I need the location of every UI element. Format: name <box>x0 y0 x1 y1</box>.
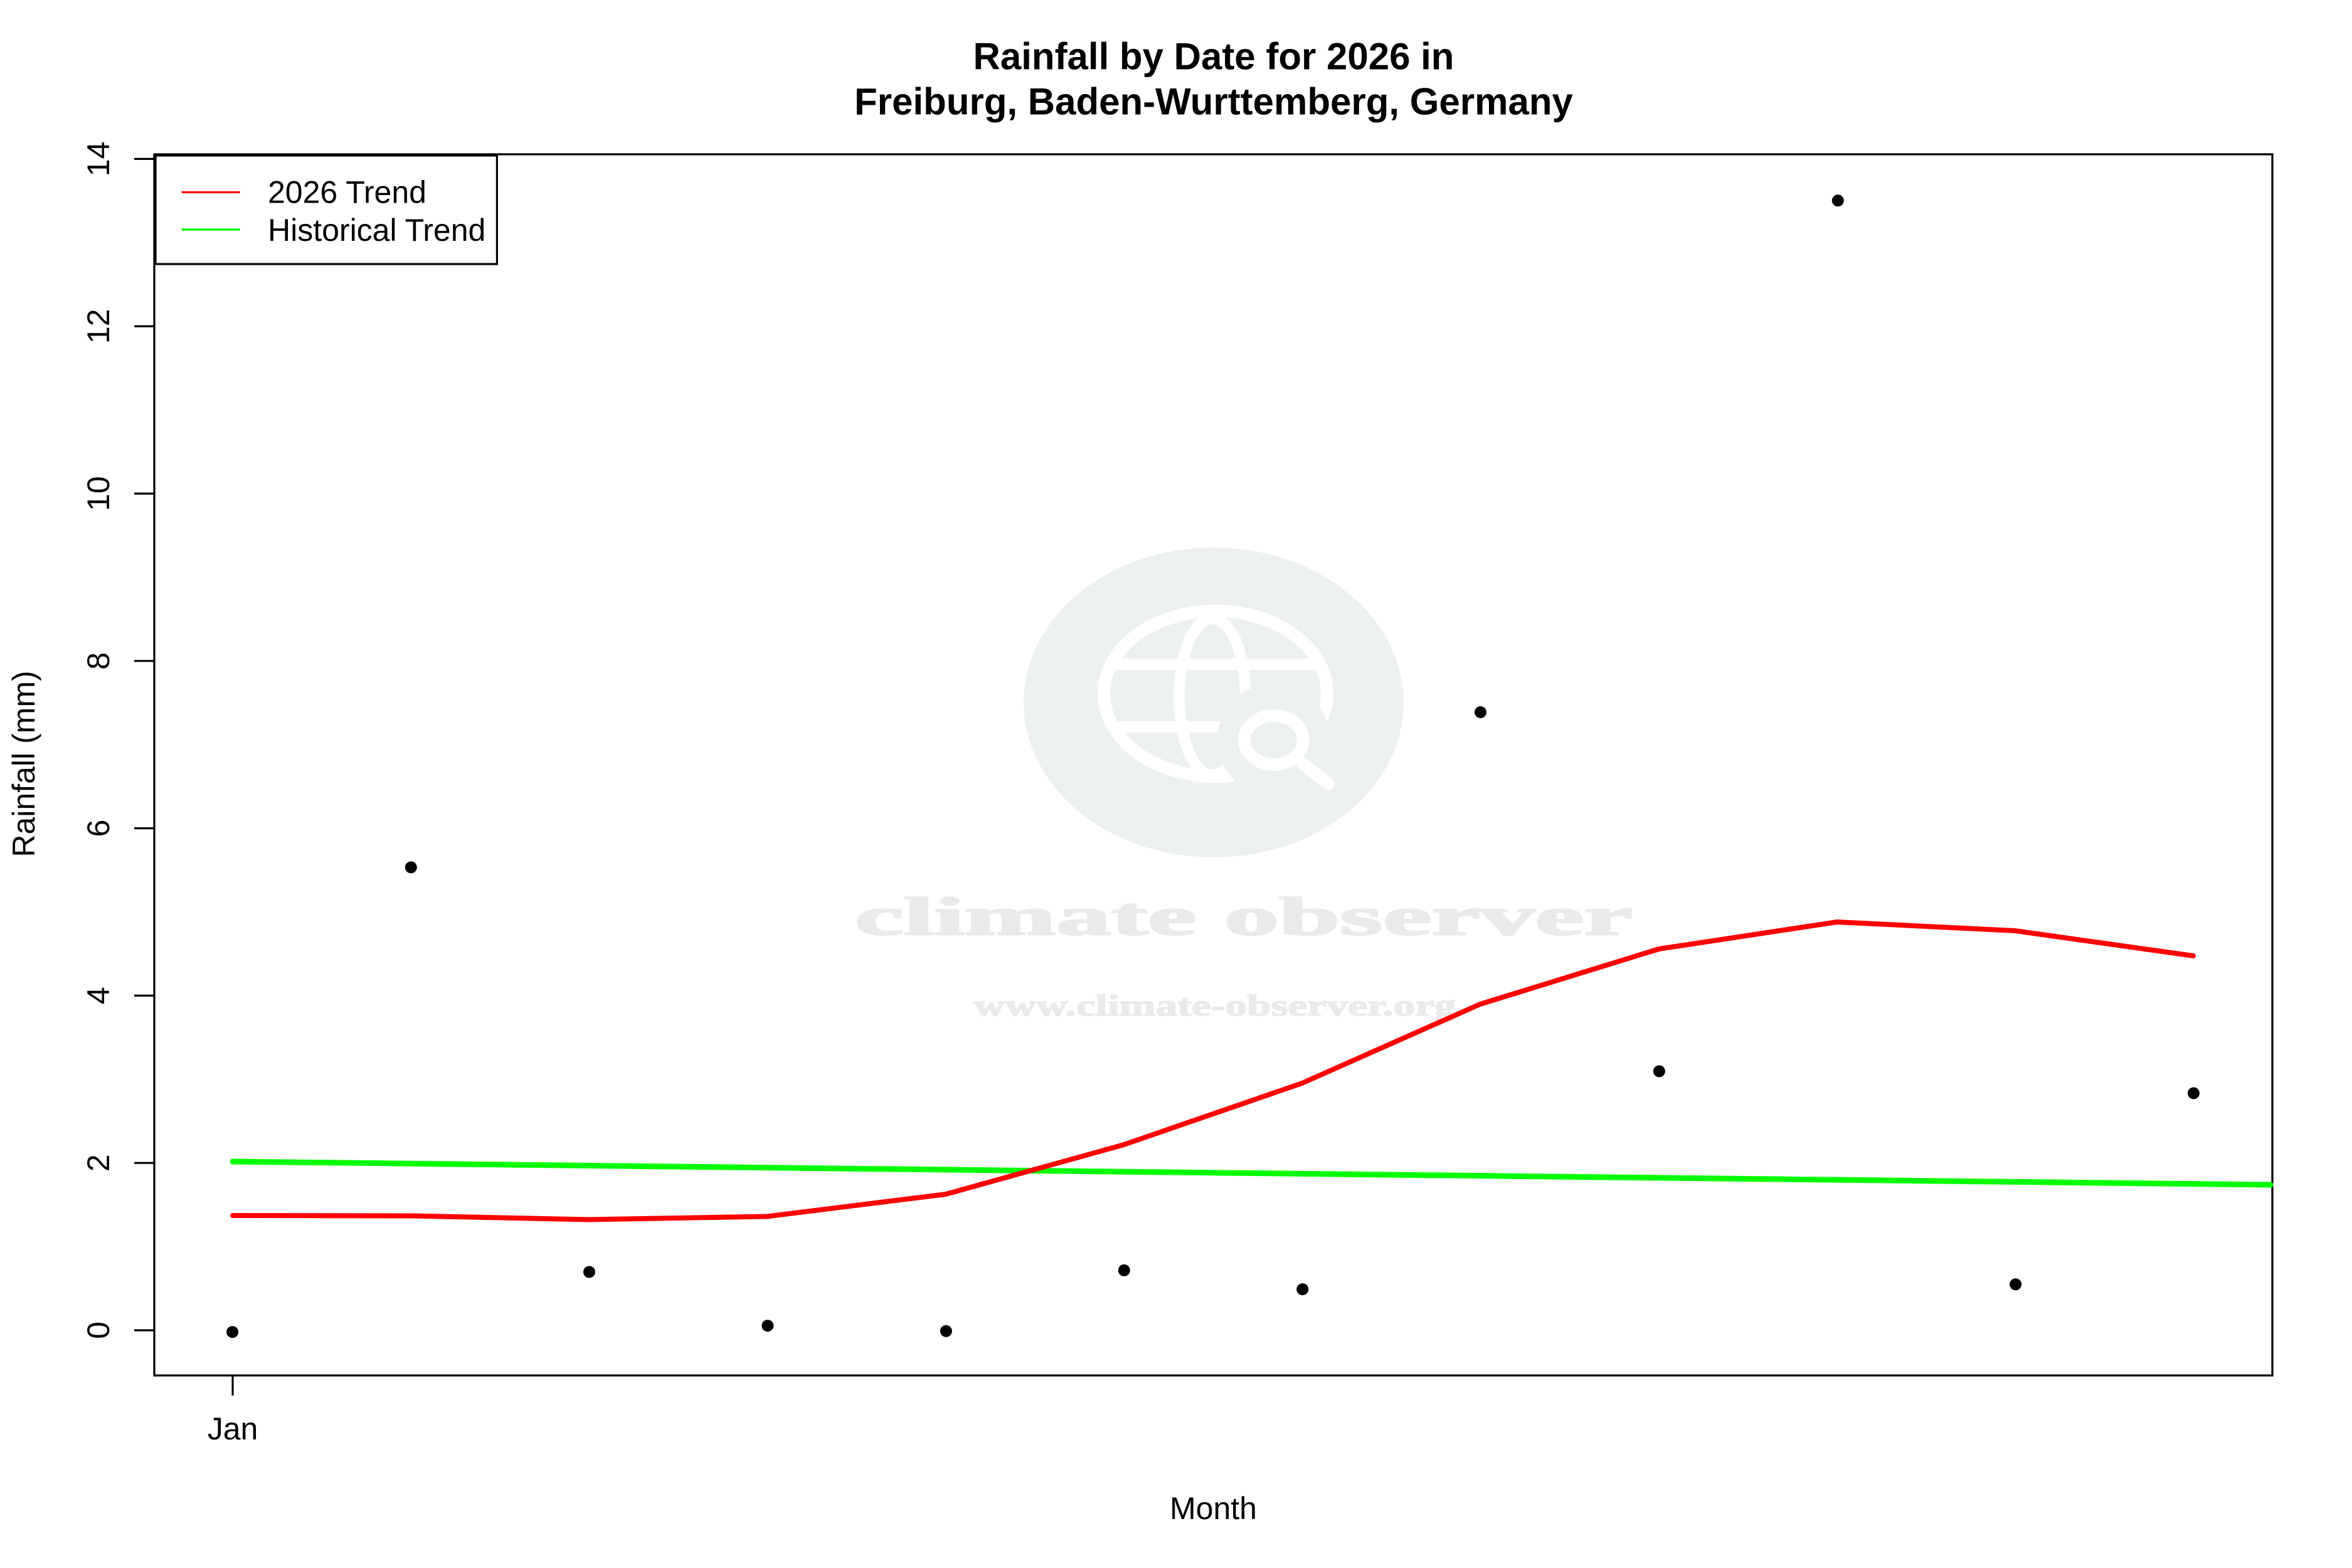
svg-text:Historical Trend: Historical Trend <box>268 213 485 248</box>
svg-text:Rainfall (mm): Rainfall (mm) <box>6 670 41 857</box>
svg-text:Jan: Jan <box>208 1411 258 1446</box>
svg-text:0: 0 <box>81 1322 116 1339</box>
svg-text:www.climate-observer.org: www.climate-observer.org <box>974 989 1456 1022</box>
svg-text:Month: Month <box>1170 1491 1257 1526</box>
svg-text:Freiburg, Baden-Wurttemberg, G: Freiburg, Baden-Wurttemberg, Germany <box>854 81 1573 123</box>
svg-text:2: 2 <box>81 1154 116 1172</box>
svg-text:10: 10 <box>81 476 116 511</box>
svg-text:Rainfall by Date for 2026 in: Rainfall by Date for 2026 in <box>973 36 1454 78</box>
svg-text:8: 8 <box>81 652 116 670</box>
svg-text:4: 4 <box>81 987 116 1004</box>
svg-text:6: 6 <box>81 820 116 837</box>
svg-text:2026 Trend: 2026 Trend <box>268 175 426 210</box>
svg-text:14: 14 <box>81 142 116 177</box>
svg-text:12: 12 <box>81 309 116 344</box>
svg-text:climate observer: climate observer <box>855 886 1633 946</box>
